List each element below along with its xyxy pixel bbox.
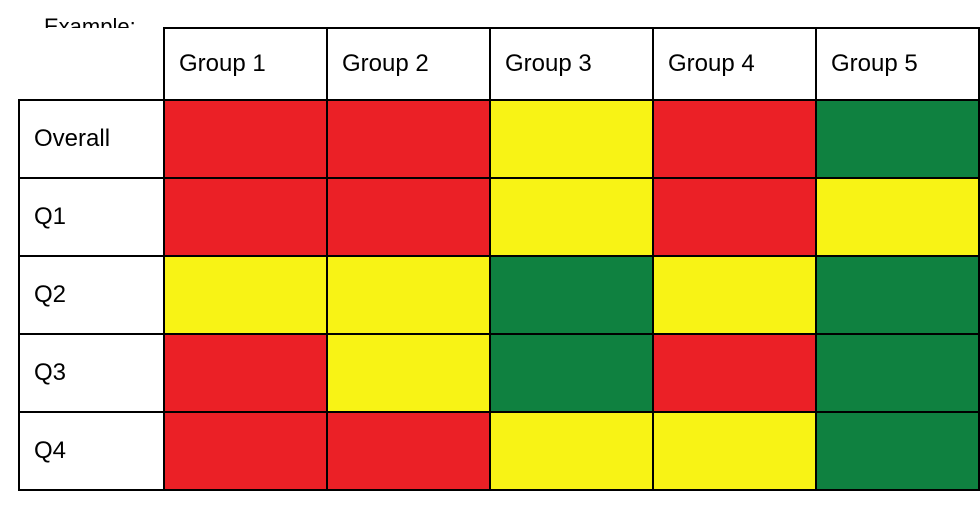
- col-header: Group 5: [816, 28, 979, 100]
- row-header: Q1: [19, 178, 164, 256]
- col-header-label: Group 2: [328, 50, 429, 77]
- status-cell: [653, 100, 816, 178]
- status-cell: [164, 412, 327, 490]
- canvas: Example: Group 1Group 2Group 3Group 4Gro…: [0, 0, 980, 526]
- row-header: Overall: [19, 100, 164, 178]
- row-header-label: Q4: [20, 437, 66, 464]
- status-matrix: Group 1 Group 2 Group 3 Group 4 Group 5 Overa…: [18, 27, 980, 491]
- status-cell: [653, 256, 816, 334]
- col-header-label: Group 1: [165, 50, 266, 77]
- table-row: Q3: [19, 334, 979, 412]
- status-cell: [164, 256, 327, 334]
- corner-cell: [19, 28, 164, 100]
- row-header: Q4: [19, 412, 164, 490]
- row-header: Q3: [19, 334, 164, 412]
- status-cell: [816, 256, 979, 334]
- col-header: Group 3: [490, 28, 653, 100]
- table-row: Q1: [19, 178, 979, 256]
- status-cell: [816, 334, 979, 412]
- table-row: Q2: [19, 256, 979, 334]
- table-row: Q4: [19, 412, 979, 490]
- status-cell: [816, 100, 979, 178]
- status-cell: [490, 334, 653, 412]
- status-cell: [327, 100, 490, 178]
- row-header-label: Q2: [20, 281, 66, 308]
- col-header-label: Group 3: [491, 50, 592, 77]
- col-header: Group 2: [327, 28, 490, 100]
- status-cell: [816, 412, 979, 490]
- status-cell: [653, 334, 816, 412]
- status-cell: [164, 178, 327, 256]
- status-cell: [653, 178, 816, 256]
- row-header-label: Q3: [20, 359, 66, 386]
- status-cell: [327, 178, 490, 256]
- status-cell: [653, 412, 816, 490]
- status-cell: [490, 100, 653, 178]
- col-header: Group 1: [164, 28, 327, 100]
- status-cell: [164, 334, 327, 412]
- col-header: Group 4: [653, 28, 816, 100]
- status-cell: [327, 334, 490, 412]
- status-cell: [490, 256, 653, 334]
- row-header: Q2: [19, 256, 164, 334]
- status-cell: [816, 178, 979, 256]
- status-cell: [490, 178, 653, 256]
- col-header-label: Group 5: [817, 50, 918, 77]
- row-header-label: Q1: [20, 203, 66, 230]
- row-header-label: Overall: [20, 125, 110, 152]
- status-cell: [327, 256, 490, 334]
- table-row: Overall: [19, 100, 979, 178]
- col-header-label: Group 4: [654, 50, 755, 77]
- status-cell: [164, 100, 327, 178]
- status-cell: [327, 412, 490, 490]
- status-cell: [490, 412, 653, 490]
